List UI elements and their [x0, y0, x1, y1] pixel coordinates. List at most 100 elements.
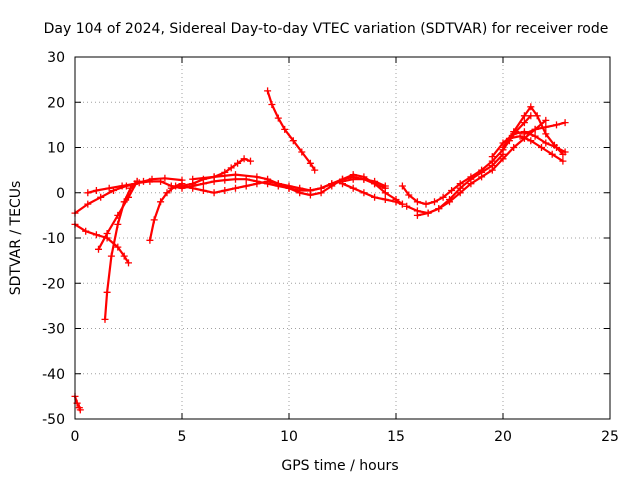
data-point	[499, 144, 507, 151]
data-point	[403, 202, 411, 210]
data-point	[242, 175, 250, 183]
data-point	[527, 137, 535, 145]
data-point	[328, 182, 336, 190]
data-point	[520, 130, 528, 138]
data-point	[289, 137, 297, 145]
data-point	[103, 288, 111, 296]
series-track-17	[499, 103, 567, 158]
data-point	[133, 177, 141, 185]
data-point	[531, 125, 539, 133]
data-point	[548, 150, 556, 158]
data-point	[339, 180, 346, 188]
y-tick-label: 10	[47, 141, 65, 157]
data-point	[538, 144, 545, 151]
data-point	[559, 150, 567, 158]
gridlines	[75, 57, 610, 419]
x-tick-label: 5	[178, 429, 187, 445]
data-point	[150, 216, 158, 224]
data-point	[221, 176, 229, 184]
data-point	[199, 187, 207, 194]
x-tick-label: 20	[494, 429, 512, 445]
data-point	[264, 175, 272, 183]
x-tick-label: 10	[280, 429, 298, 445]
data-point	[268, 101, 276, 108]
x-axis-label: GPS time / hours	[281, 458, 398, 474]
data-point	[285, 184, 293, 192]
data-point	[527, 103, 535, 111]
data-point	[210, 173, 218, 181]
series-track-11	[264, 87, 319, 174]
data-point	[140, 177, 147, 185]
data-point	[349, 171, 357, 179]
data-point	[189, 184, 197, 192]
data-point	[516, 132, 524, 140]
data-point	[371, 180, 379, 188]
data-point	[542, 123, 550, 131]
data-point	[306, 191, 314, 199]
data-point	[398, 200, 406, 208]
series-line	[341, 182, 404, 206]
data-point	[234, 159, 242, 167]
data-point	[520, 119, 528, 127]
data-point	[120, 252, 128, 260]
y-tick-label: 30	[47, 50, 65, 66]
data-point	[296, 189, 304, 197]
data-point	[105, 184, 113, 192]
data-point	[76, 406, 84, 414]
data-point	[118, 182, 126, 190]
data-point	[210, 189, 218, 197]
data-point	[114, 243, 122, 251]
data-point	[227, 164, 235, 172]
data-point	[167, 184, 175, 192]
data-point	[553, 121, 560, 129]
data-point	[92, 187, 100, 194]
data-point	[510, 144, 518, 151]
data-point	[392, 198, 400, 206]
data-point	[240, 155, 248, 163]
data-point	[84, 189, 92, 197]
data-point	[281, 125, 289, 133]
data-point	[446, 196, 453, 203]
data-point	[424, 209, 432, 217]
data-point	[311, 166, 319, 174]
series-line	[401, 114, 532, 206]
series-line	[266, 89, 316, 172]
data-point	[221, 187, 229, 194]
series-track-15	[413, 150, 507, 219]
data-point	[488, 162, 496, 170]
data-point	[381, 182, 389, 190]
data-point	[527, 112, 535, 120]
y-tick-label: -30	[42, 322, 65, 338]
series-line	[170, 157, 252, 190]
data-point	[561, 119, 569, 127]
series-track-01	[71, 392, 84, 414]
y-tick-label: -10	[42, 231, 65, 247]
x-tick-label: 25	[601, 429, 619, 445]
data-point	[127, 184, 135, 192]
data-point	[189, 175, 197, 183]
data-point	[242, 182, 250, 190]
data-point	[533, 112, 541, 120]
data-point	[97, 193, 105, 201]
data-point	[456, 184, 464, 192]
data-point	[125, 259, 132, 267]
data-point	[422, 200, 430, 208]
data-point	[146, 236, 154, 244]
data-point	[253, 180, 261, 188]
data-point	[306, 159, 314, 167]
data-point	[95, 245, 102, 253]
data-point	[274, 114, 282, 122]
data-point	[398, 182, 406, 190]
data-point	[114, 220, 122, 228]
data-point	[298, 148, 306, 156]
series-track-13	[398, 112, 535, 208]
data-point	[161, 174, 169, 182]
x-tick-label: 15	[387, 429, 405, 445]
data-point	[520, 112, 528, 120]
series-line	[501, 105, 564, 156]
data-point	[381, 196, 389, 203]
data-point	[120, 198, 128, 206]
data-point	[381, 189, 389, 197]
data-point	[499, 150, 507, 158]
